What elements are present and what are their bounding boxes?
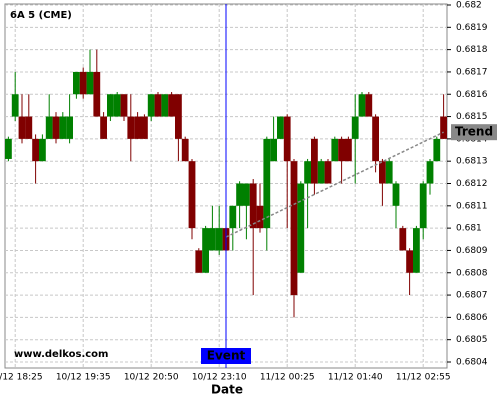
x-tick-label: 10/12 23:10 bbox=[192, 373, 247, 383]
event-label: Event bbox=[207, 349, 246, 363]
candle-body bbox=[25, 116, 33, 139]
y-tick-label: 0.6808 bbox=[456, 268, 488, 278]
candle-body bbox=[249, 183, 257, 229]
event-label-bg bbox=[201, 348, 251, 364]
candle-body bbox=[168, 94, 175, 117]
candle-body bbox=[345, 138, 352, 162]
candle-body bbox=[236, 183, 243, 206]
candle-body bbox=[120, 94, 128, 117]
candle-body bbox=[59, 116, 67, 139]
candle-body bbox=[18, 116, 26, 139]
x-tick-label: 11/12 00:25 bbox=[260, 373, 315, 383]
candle-body bbox=[52, 116, 60, 139]
candle-body bbox=[147, 94, 155, 117]
candle-body bbox=[358, 94, 366, 117]
candle-body bbox=[66, 116, 73, 139]
candle-body bbox=[365, 94, 373, 117]
candle-body bbox=[406, 250, 413, 273]
candle-body bbox=[256, 205, 264, 229]
candle-body bbox=[73, 71, 80, 95]
candle-body bbox=[317, 161, 325, 184]
y-tick-label: 0.6811 bbox=[456, 201, 488, 211]
candle-body bbox=[440, 116, 447, 139]
candle-body bbox=[372, 116, 379, 162]
candle-body bbox=[351, 116, 359, 139]
y-tick-label: 0.6805 bbox=[456, 335, 488, 345]
watermark: www.delkos.com bbox=[14, 349, 108, 360]
candle-body bbox=[243, 183, 250, 206]
candle-body bbox=[107, 94, 114, 117]
y-tick-label: 0.6819 bbox=[456, 23, 488, 33]
candle-body bbox=[113, 94, 121, 117]
candle-body bbox=[229, 205, 237, 229]
x-tick-label: 10/12 18:25 bbox=[0, 373, 43, 383]
candle-body bbox=[161, 94, 169, 117]
candle-body bbox=[175, 94, 182, 139]
candle-body bbox=[270, 138, 277, 162]
y-tick-label: 0.6806 bbox=[456, 313, 488, 323]
candle-body bbox=[93, 71, 101, 117]
candle-body bbox=[188, 161, 196, 229]
candle-body bbox=[209, 228, 216, 251]
candle-body bbox=[127, 116, 135, 139]
chart-title: 6A 5 (CME) bbox=[10, 10, 72, 21]
y-tick-label: 0.6818 bbox=[456, 45, 488, 55]
x-tick-label: 11/12 02:55 bbox=[396, 373, 451, 383]
y-tick-label: 0.6809 bbox=[456, 246, 488, 256]
candle-body bbox=[154, 94, 162, 117]
y-tick-label: 0.682 bbox=[456, 1, 482, 11]
candle-body bbox=[86, 71, 94, 95]
candle-body bbox=[413, 228, 420, 273]
candle-body bbox=[32, 138, 39, 162]
y-tick-label: 0.6807 bbox=[456, 291, 488, 301]
y-tick-label: 0.681 bbox=[456, 224, 482, 234]
candle-body bbox=[379, 161, 386, 184]
y-tick-label: 0.6812 bbox=[456, 179, 488, 189]
candle-body bbox=[311, 138, 318, 184]
candle-body bbox=[215, 228, 223, 251]
candle-body bbox=[134, 116, 141, 139]
candle-body bbox=[202, 228, 209, 273]
trend-line bbox=[225, 131, 444, 238]
candle-body bbox=[433, 138, 441, 162]
candle-body bbox=[195, 250, 203, 273]
candle-body bbox=[419, 183, 427, 229]
candle-body bbox=[385, 161, 393, 184]
y-tick-label: 0.6815 bbox=[456, 112, 488, 122]
x-tick-label: 11/12 01:40 bbox=[328, 373, 383, 383]
candle-body bbox=[263, 138, 271, 229]
candle-body bbox=[277, 116, 284, 139]
candle-body bbox=[297, 183, 305, 273]
y-tick-label: 0.6817 bbox=[456, 67, 488, 77]
candle-body bbox=[399, 228, 407, 251]
candle-body bbox=[181, 138, 189, 162]
candle-body bbox=[39, 138, 46, 162]
candle-body bbox=[426, 161, 434, 184]
candle-body bbox=[392, 183, 400, 206]
candle-body bbox=[100, 116, 107, 139]
x-axis-title: Date bbox=[211, 383, 243, 397]
candle-body bbox=[283, 116, 291, 162]
candle-body bbox=[338, 138, 345, 162]
x-tick-label: 10/12 20:50 bbox=[124, 373, 179, 383]
candle-body bbox=[45, 116, 53, 139]
candle-body bbox=[5, 138, 12, 159]
trend-label: Trend bbox=[455, 125, 493, 139]
candle-body bbox=[290, 161, 298, 296]
y-tick-label: 0.6816 bbox=[456, 90, 488, 100]
candle-body bbox=[11, 94, 19, 117]
candle-body bbox=[304, 161, 311, 184]
candle-body bbox=[324, 161, 332, 184]
candle-body bbox=[141, 116, 148, 139]
y-tick-label: 0.6804 bbox=[456, 358, 488, 368]
x-tick-label: 10/12 19:35 bbox=[56, 373, 111, 383]
y-tick-label: 0.6813 bbox=[456, 157, 488, 167]
trend-label-bg bbox=[451, 124, 497, 141]
candle-body bbox=[331, 138, 339, 162]
candle-body bbox=[79, 71, 87, 95]
